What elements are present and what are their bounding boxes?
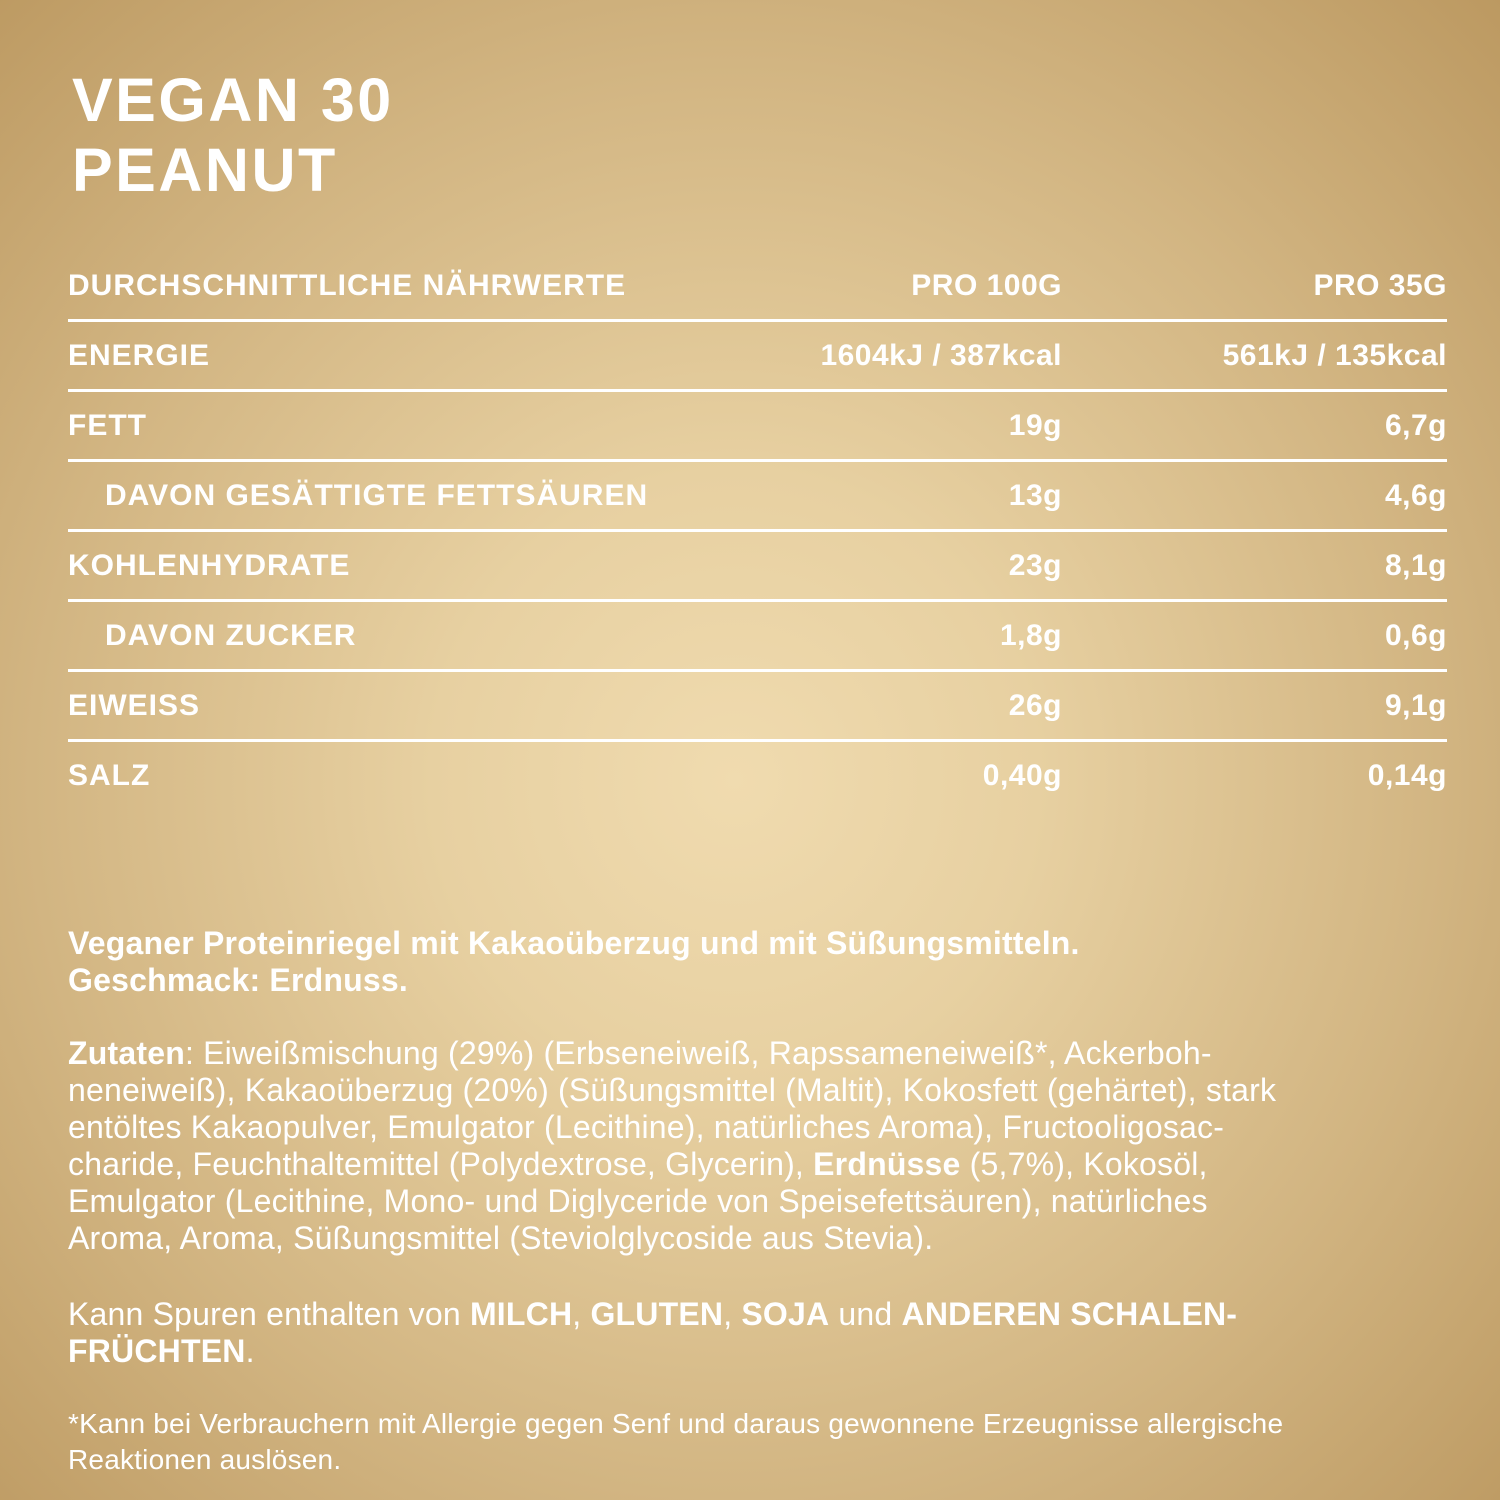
text-line: entöltes Kakaopulver, Emulgator (Lecithi…: [68, 1109, 1225, 1145]
table-row: SALZ 0,40g 0,14g: [68, 742, 1447, 809]
row-value-per-100g: 13g: [1008, 478, 1062, 512]
row-value-per-35g: 8,1g: [1384, 548, 1447, 582]
table-row: DAVON GESÄTTIGTE FETTSÄUREN 13g 4,6g: [68, 462, 1447, 532]
column-header-per-100g: PRO 100G: [911, 268, 1062, 302]
text-line: Aroma, Aroma, Süßungsmittel (Steviolglyc…: [68, 1220, 934, 1256]
row-value-per-100g: 26g: [1008, 688, 1062, 722]
text-line: charide, Feuchthaltemittel (Polydextrose…: [68, 1146, 1208, 1182]
table-row: ENERGIE 1604kJ / 387kcal 561kJ / 135kcal: [68, 322, 1447, 392]
row-label: SALZ: [68, 758, 151, 792]
row-value-per-35g: 0,14g: [1367, 758, 1447, 792]
label-content: VEGAN 30 PEANUT DURCHSCHNITTLICHE NÄHRWE…: [68, 0, 1447, 1478]
row-value-per-100g: 1,8g: [999, 618, 1062, 652]
text-line: *Kann bei Verbrauchern mit Allergie gege…: [68, 1408, 1284, 1439]
table-row: EIWEISS 26g 9,1g: [68, 672, 1447, 742]
text-line: FRÜCHTEN.: [68, 1333, 255, 1369]
table-header-row: DURCHSCHNITTLICHE NÄHRWERTE PRO 100G PRO…: [68, 252, 1447, 322]
table-row: FETT 19g 6,7g: [68, 392, 1447, 462]
text-line: Zutaten: Eiweißmischung (29%) (Erbseneiw…: [68, 1035, 1212, 1071]
row-value-per-35g: 6,7g: [1384, 408, 1447, 442]
row-value-per-35g: 561kJ / 135kcal: [1222, 338, 1447, 372]
allergens-paragraph: Kann Spuren enthalten von MILCH, GLUTEN,…: [68, 1296, 1447, 1370]
footnote-paragraph: *Kann bei Verbrauchern mit Allergie gege…: [68, 1406, 1447, 1478]
text-line: Kann Spuren enthalten von MILCH, GLUTEN,…: [68, 1296, 1238, 1332]
text-line: Geschmack: Erdnuss.: [68, 962, 408, 998]
row-value-per-35g: 9,1g: [1384, 688, 1447, 722]
product-title-line1: VEGAN 30: [72, 66, 394, 134]
description-paragraph: Veganer Proteinriegel mit Kakaoüberzug u…: [68, 925, 1447, 999]
row-value-per-100g: 23g: [1008, 548, 1062, 582]
row-value-per-35g: 0,6g: [1384, 618, 1447, 652]
row-value-per-100g: 0,40g: [982, 758, 1062, 792]
row-label: ENERGIE: [68, 338, 211, 372]
text-line: Reaktionen auslösen.: [68, 1444, 342, 1475]
row-label: FETT: [68, 408, 147, 442]
row-value-per-100g: 1604kJ / 387kcal: [820, 338, 1062, 372]
table-body: ENERGIE 1604kJ / 387kcal 561kJ / 135kcal FE…: [68, 322, 1447, 809]
table-row: DAVON ZUCKER 1,8g 0,6g: [68, 602, 1447, 672]
nutrition-table: DURCHSCHNITTLICHE NÄHRWERTE PRO 100G PRO…: [68, 252, 1447, 809]
row-label: EIWEISS: [68, 688, 201, 722]
row-label: DAVON ZUCKER: [105, 618, 357, 652]
row-value-per-100g: 19g: [1008, 408, 1062, 442]
product-title-line2: PEANUT: [72, 136, 338, 204]
table-header-label: DURCHSCHNITTLICHE NÄHRWERTE: [68, 268, 627, 302]
product-title: VEGAN 30 PEANUT: [72, 0, 1447, 205]
row-value-per-35g: 4,6g: [1384, 478, 1447, 512]
text-line: Veganer Proteinriegel mit Kakaoüberzug u…: [68, 925, 1080, 961]
table-row: KOHLENHYDRATE 23g 8,1g: [68, 532, 1447, 602]
row-label: KOHLENHYDRATE: [68, 548, 351, 582]
text-line: neneiweiß), Kakaoüberzug (20%) (Süßungsm…: [68, 1072, 1277, 1108]
text-line: Emulgator (Lecithine, Mono- und Diglycer…: [68, 1183, 1208, 1219]
ingredients-paragraph: Zutaten: Eiweißmischung (29%) (Erbseneiw…: [68, 1035, 1447, 1257]
row-label: DAVON GESÄTTIGTE FETTSÄUREN: [105, 478, 649, 512]
column-header-per-35g: PRO 35G: [1313, 268, 1447, 302]
